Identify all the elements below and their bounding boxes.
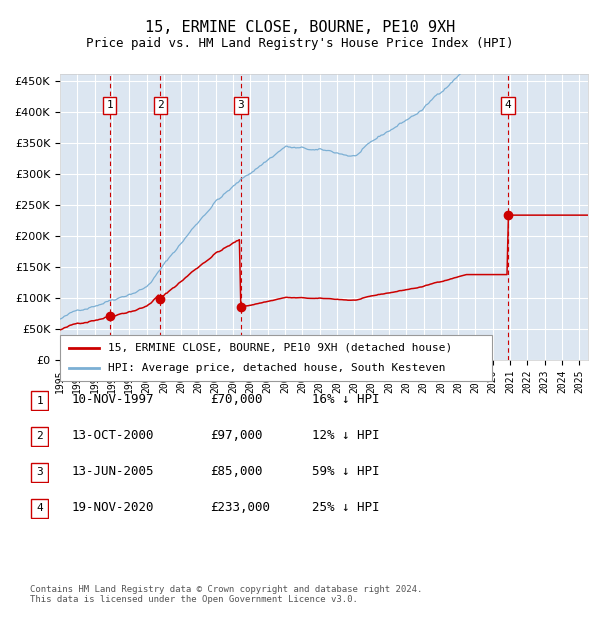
Text: 10-NOV-1997: 10-NOV-1997: [72, 394, 155, 406]
Text: Price paid vs. HM Land Registry's House Price Index (HPI): Price paid vs. HM Land Registry's House …: [86, 37, 514, 50]
Text: £70,000: £70,000: [210, 394, 263, 406]
Text: 15, ERMINE CLOSE, BOURNE, PE10 9XH: 15, ERMINE CLOSE, BOURNE, PE10 9XH: [145, 20, 455, 35]
Text: 25% ↓ HPI: 25% ↓ HPI: [312, 502, 380, 514]
FancyBboxPatch shape: [31, 463, 48, 482]
Text: 1: 1: [106, 100, 113, 110]
Text: Contains HM Land Registry data © Crown copyright and database right 2024.
This d: Contains HM Land Registry data © Crown c…: [30, 585, 422, 604]
Text: 4: 4: [36, 503, 43, 513]
Text: HPI: Average price, detached house, South Kesteven: HPI: Average price, detached house, Sout…: [107, 363, 445, 373]
Text: 2: 2: [157, 100, 164, 110]
Text: 19-NOV-2020: 19-NOV-2020: [72, 502, 155, 514]
Text: 3: 3: [238, 100, 244, 110]
Text: 15, ERMINE CLOSE, BOURNE, PE10 9XH (detached house): 15, ERMINE CLOSE, BOURNE, PE10 9XH (deta…: [107, 343, 452, 353]
FancyBboxPatch shape: [31, 427, 48, 446]
Text: 1: 1: [36, 396, 43, 405]
Text: 4: 4: [505, 100, 512, 110]
Text: 16% ↓ HPI: 16% ↓ HPI: [312, 394, 380, 406]
Text: £233,000: £233,000: [210, 502, 270, 514]
Text: 12% ↓ HPI: 12% ↓ HPI: [312, 430, 380, 442]
Text: 13-OCT-2000: 13-OCT-2000: [72, 430, 155, 442]
Text: 2: 2: [36, 432, 43, 441]
FancyBboxPatch shape: [31, 391, 48, 410]
Text: 59% ↓ HPI: 59% ↓ HPI: [312, 466, 380, 478]
FancyBboxPatch shape: [31, 499, 48, 518]
Text: £97,000: £97,000: [210, 430, 263, 442]
FancyBboxPatch shape: [60, 335, 492, 381]
Text: 13-JUN-2005: 13-JUN-2005: [72, 466, 155, 478]
Text: £85,000: £85,000: [210, 466, 263, 478]
Text: 3: 3: [36, 467, 43, 477]
